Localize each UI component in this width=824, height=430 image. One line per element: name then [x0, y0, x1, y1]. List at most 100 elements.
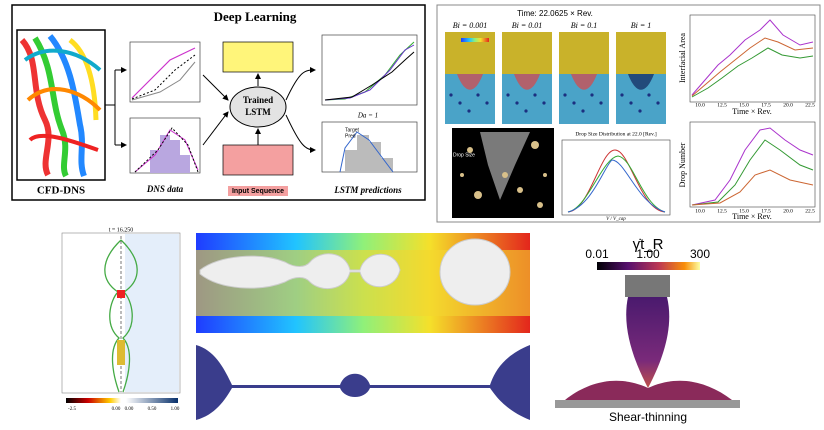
time-label: Time: 22.0625 × Rev. — [517, 9, 593, 18]
field — [125, 234, 179, 392]
dsd-xlabel: V / V_cap — [606, 217, 626, 222]
bi-label: Bi = 0.01 — [512, 21, 543, 30]
x-ticks: 10.0 10.0 12.5 12.5 15.0 15.0 17.5 17.5 20.0 20.0… — [695, 102, 815, 214]
panel-title: Deep Learning — [214, 9, 297, 24]
simulation-panel: Time: 22.0625 × Rev. Bi = 0.001 Bi = 0.01… — [436, 4, 821, 223]
drop-cloud — [452, 128, 554, 218]
x-axis-label: Time × Rev. — [732, 212, 771, 221]
dns-label: DNS data — [146, 184, 184, 194]
x-tick-label: 15.0 — [739, 208, 749, 214]
cfd-label: CFD-DNS — [37, 185, 85, 197]
cfd-image — [19, 34, 102, 178]
drop-size-label: Drop Size — [453, 152, 475, 158]
drop — [467, 109, 471, 113]
x-tick-label: 20.0 — [783, 208, 793, 214]
dns-plot-bottom — [129, 117, 201, 174]
colorbar-tick: 1.00 — [636, 247, 660, 261]
drop — [629, 101, 633, 105]
x-tick-label: 15.0 — [739, 102, 749, 108]
colorbar — [126, 398, 178, 403]
drop — [590, 93, 594, 97]
drop — [563, 93, 567, 97]
colorbar — [597, 262, 700, 270]
drop — [533, 93, 537, 97]
colorbar-tick: 0.00 — [125, 407, 134, 412]
drop — [572, 101, 576, 105]
x-tick-label: 22.5 — [805, 102, 815, 108]
drop — [542, 101, 546, 105]
bi-label: Bi = 0.1 — [571, 21, 598, 30]
oil-phase — [502, 32, 552, 74]
drop — [647, 93, 651, 97]
vortex — [457, 74, 483, 90]
colorbar — [66, 398, 121, 403]
drop — [581, 109, 585, 113]
colorbar-tick: 0.01 — [585, 247, 609, 261]
dns-plot-top — [129, 41, 201, 103]
x-tick-label: 20.0 — [783, 102, 793, 108]
oil-phase — [616, 32, 666, 74]
number-ylabel: Drop Number — [678, 142, 687, 187]
thread-time: t = 16.250 — [109, 227, 134, 233]
mesh-droplet — [196, 345, 530, 420]
prediction-plot-bottom — [321, 121, 418, 173]
bi-label: Bi = 0.001 — [453, 21, 488, 30]
drop — [599, 101, 603, 105]
vortex — [514, 74, 540, 90]
drop — [476, 93, 480, 97]
spread-drop — [565, 380, 732, 400]
x-tick-label: 17.5 — [761, 102, 771, 108]
colorbar-title: γ̇t_R — [633, 236, 664, 253]
bi-label: Bi = 1 — [631, 21, 652, 30]
deep-learning-panel: Deep Learning CFD-DNS DNS — [11, 4, 426, 201]
cylinders: Bi = 0.001 Bi = 0.01 Bi = 0.1 Bi = 1 — [445, 21, 666, 124]
input-label: Input Sequence — [232, 188, 284, 195]
colorbar-tick: -2.5 — [68, 407, 76, 412]
x-axis-label: Time × Rev. — [732, 107, 771, 116]
drop — [620, 93, 624, 97]
oil-phase — [559, 32, 609, 74]
legend-entry: Target — [345, 127, 360, 133]
number-plot — [689, 121, 816, 208]
vortex — [628, 74, 654, 90]
dsd-plot — [561, 139, 671, 216]
colorbar — [461, 38, 489, 42]
input-label-bg — [228, 186, 288, 196]
nozzle — [625, 275, 670, 297]
colorbar-tick: 300 — [690, 247, 710, 261]
x-tick-label: 17.5 — [761, 208, 771, 214]
prediction-label: LSTM predictions — [333, 185, 402, 195]
droplet-chain — [199, 253, 401, 290]
dsd-title: Drop Size Distribution at 22.0 [Rev.] — [575, 131, 657, 137]
colorbar-tick: 0.50 — [148, 407, 157, 412]
output-matrix — [222, 41, 294, 73]
drop — [506, 93, 510, 97]
x-tick-label: 10.0 — [695, 208, 705, 214]
substrate — [555, 400, 740, 408]
drop — [449, 93, 453, 97]
prediction-plot-top — [321, 34, 418, 106]
x-tick-label: 10.0 — [695, 102, 705, 108]
area-plot — [689, 14, 816, 103]
drop — [458, 101, 462, 105]
colorbar-tick: 0.00 — [112, 407, 121, 412]
lstm-label: LSTM — [245, 107, 271, 117]
drop — [524, 109, 528, 113]
da-label: Da = 1 — [357, 112, 378, 120]
input-matrix — [222, 144, 294, 176]
flow-panel — [196, 233, 530, 420]
drop — [485, 101, 489, 105]
thread-panel: t = 16.250 -2.5 0.00 0.00 0.50 1.00 — [61, 227, 181, 412]
legend-entry: Pred — [345, 133, 356, 139]
x-tick-label: 22.5 — [805, 208, 815, 214]
shear-panel: γ̇t_R 0.01 1.00 300 Shear-thinning — [555, 236, 740, 424]
colorbar-tick: 1.00 — [171, 407, 180, 412]
drop — [638, 109, 642, 113]
caption: Shear-thinning — [609, 410, 687, 424]
droplet — [439, 238, 511, 306]
x-tick-label: 12.5 — [717, 102, 727, 108]
drop-neck — [626, 297, 670, 388]
area-ylabel: Interfacial Area — [678, 33, 687, 83]
